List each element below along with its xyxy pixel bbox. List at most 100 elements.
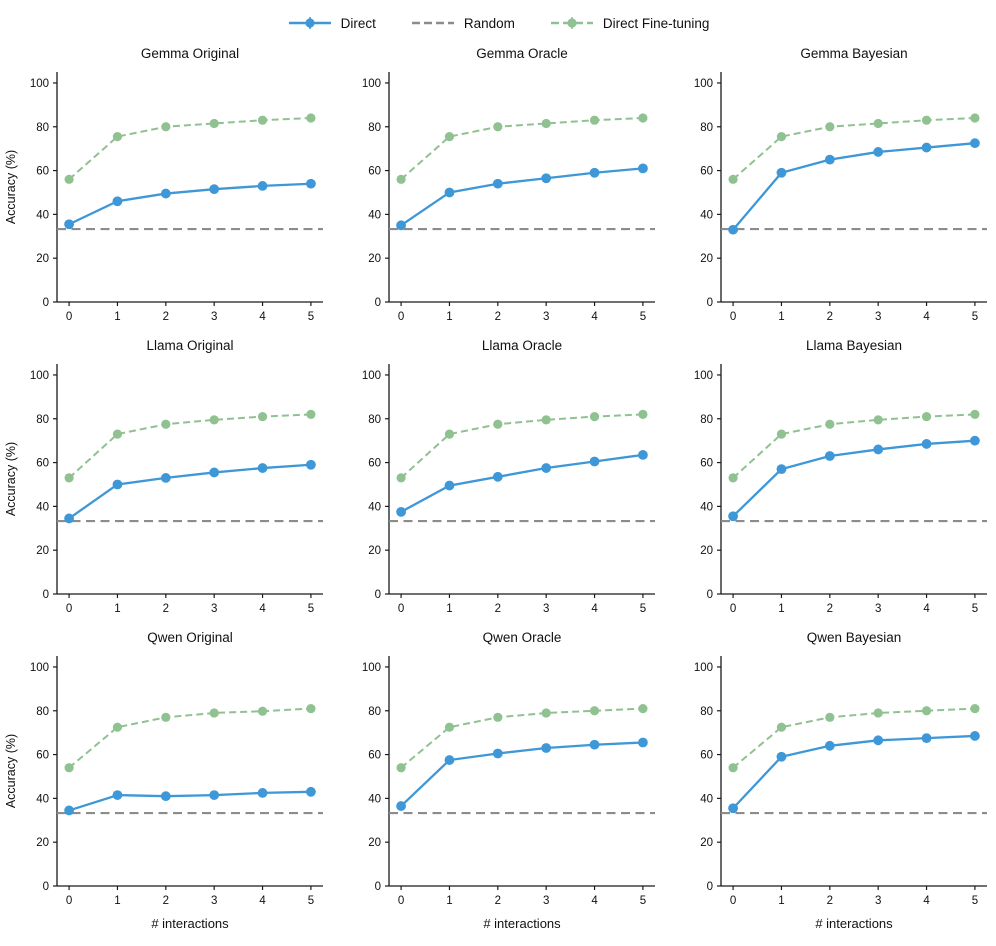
y-tick-label: 100 — [362, 662, 381, 674]
y-tick-label: 100 — [694, 78, 713, 90]
y-tick-label: 20 — [700, 253, 713, 265]
charts-grid: Gemma Original 0 20 40 60 80 100 0 1 2 3 4 5 Accuracy… — [0, 38, 996, 944]
x-tick-label: 1 — [114, 895, 120, 907]
y-tick-label: 60 — [700, 166, 713, 178]
direct-series — [64, 178, 316, 230]
fine-tuning-series — [396, 703, 648, 773]
y-tick-label: 40 — [368, 501, 381, 513]
y-tick-label: 40 — [700, 793, 713, 805]
x-tick-label: 0 — [730, 895, 736, 907]
x-tick-label: 1 — [778, 895, 784, 907]
legend-item-fine-tuning: Direct Fine-tuning — [549, 15, 709, 31]
chart-title: Gemma Oracle — [476, 46, 568, 61]
chart-title: Gemma Original — [141, 46, 239, 61]
y-tick-label: 40 — [700, 501, 713, 513]
y-axis-label: Accuracy (%) — [4, 734, 18, 808]
y-tick-label: 80 — [700, 414, 713, 426]
y-tick-label: 80 — [700, 122, 713, 134]
y-tick-label: 60 — [36, 166, 49, 178]
y-tick-label: 40 — [700, 209, 713, 221]
y-tick-label: 20 — [36, 545, 49, 557]
x-tick-label: 0 — [398, 603, 404, 615]
x-tick-label: 0 — [730, 603, 736, 615]
chart-llama-original-svg: Llama Original 0 20 40 60 80 100 0 1 2 3 4 5 Accuracy… — [4, 338, 323, 615]
y-tick-label: 0 — [707, 589, 713, 601]
x-tick-label: 4 — [923, 603, 930, 615]
x-tick-label: 5 — [972, 895, 978, 907]
y-tick-label: 60 — [36, 458, 49, 470]
x-axis-label: # interactions — [815, 916, 893, 931]
legend-label: Random — [463, 15, 515, 31]
y-tick-label: 80 — [36, 414, 49, 426]
legend-item-direct: Direct — [287, 15, 376, 31]
x-tick-label: 2 — [163, 895, 169, 907]
x-tick-label: 5 — [308, 895, 314, 907]
chart-llama-bayesian: Llama Bayesian 0 20 40 60 80 100 0 1 2 3 4 5 — [664, 330, 996, 622]
legend: Direct Random Direct Fine-tuning — [0, 0, 996, 38]
x-tick-label: 4 — [591, 895, 598, 907]
x-tick-label: 2 — [163, 603, 169, 615]
fine-tuning-series — [396, 409, 648, 483]
chart-title: Llama Oracle — [482, 338, 562, 353]
y-tick-label: 60 — [700, 458, 713, 470]
y-tick-label: 60 — [700, 750, 713, 762]
y-tick-label: 40 — [36, 501, 49, 513]
y-axis-label: Accuracy (%) — [4, 442, 18, 516]
x-tick-label: 1 — [446, 603, 452, 615]
direct-series — [396, 163, 648, 231]
direct-series — [64, 786, 316, 816]
chart-qwen-original: Qwen Original 0 20 40 60 80 100 0 1 2 3 4 5 Accuracy … — [0, 622, 332, 944]
fine-tuning-series — [728, 703, 980, 773]
x-tick-label: 5 — [640, 311, 646, 323]
x-tick-label: 2 — [827, 311, 833, 323]
y-tick-label: 40 — [368, 209, 381, 221]
y-tick-label: 0 — [707, 881, 713, 893]
x-tick-label: 5 — [640, 895, 646, 907]
fine-tuning-series — [64, 113, 316, 184]
chart-llama-oracle-svg: Llama Oracle 0 20 40 60 80 100 0 1 2 3 4 5 — [362, 338, 655, 615]
x-tick-label: 1 — [778, 603, 784, 615]
x-tick-label: 5 — [308, 603, 314, 615]
x-tick-label: 2 — [495, 895, 501, 907]
chart-title: Qwen Original — [147, 630, 233, 645]
y-tick-label: 20 — [36, 253, 49, 265]
x-tick-label: 4 — [259, 895, 266, 907]
x-tick-label: 1 — [114, 311, 120, 323]
x-tick-label: 1 — [778, 311, 784, 323]
x-tick-label: 4 — [923, 311, 930, 323]
y-tick-label: 0 — [43, 881, 49, 893]
x-tick-label: 0 — [66, 603, 72, 615]
chart-title: Qwen Bayesian — [807, 630, 902, 645]
direct-series — [396, 450, 648, 517]
y-tick-label: 20 — [36, 837, 49, 849]
legend-sample-fine-tuning-icon — [550, 17, 593, 29]
y-tick-label: 60 — [368, 458, 381, 470]
x-tick-label: 3 — [543, 895, 549, 907]
x-tick-label: 3 — [543, 603, 549, 615]
chart-llama-original: Llama Original 0 20 40 60 80 100 0 1 2 3 4 5 Accuracy… — [0, 330, 332, 622]
x-tick-label: 3 — [543, 311, 549, 323]
x-tick-label: 5 — [640, 603, 646, 615]
y-tick-label: 20 — [700, 837, 713, 849]
y-tick-label: 80 — [700, 706, 713, 718]
chart-gemma-original-svg: Gemma Original 0 20 40 60 80 100 0 1 2 3 4 5 Accuracy… — [4, 46, 323, 323]
x-tick-label: 3 — [211, 895, 217, 907]
y-tick-label: 80 — [368, 414, 381, 426]
y-tick-label: 80 — [368, 706, 381, 718]
y-tick-label: 20 — [368, 253, 381, 265]
x-tick-label: 1 — [446, 895, 452, 907]
y-tick-label: 0 — [375, 297, 381, 309]
y-tick-label: 60 — [368, 750, 381, 762]
y-tick-label: 0 — [375, 881, 381, 893]
chart-gemma-oracle: Gemma Oracle 0 20 40 60 80 100 0 1 2 3 4 5 — [332, 38, 664, 330]
direct-series — [728, 138, 980, 235]
legend-sample-direct-icon — [288, 17, 331, 29]
x-tick-label: 0 — [730, 311, 736, 323]
x-tick-label: 0 — [398, 311, 404, 323]
y-tick-label: 40 — [368, 793, 381, 805]
y-axis-label: Accuracy (%) — [4, 150, 18, 224]
y-tick-label: 0 — [707, 297, 713, 309]
x-tick-label: 1 — [114, 603, 120, 615]
x-tick-label: 2 — [495, 603, 501, 615]
